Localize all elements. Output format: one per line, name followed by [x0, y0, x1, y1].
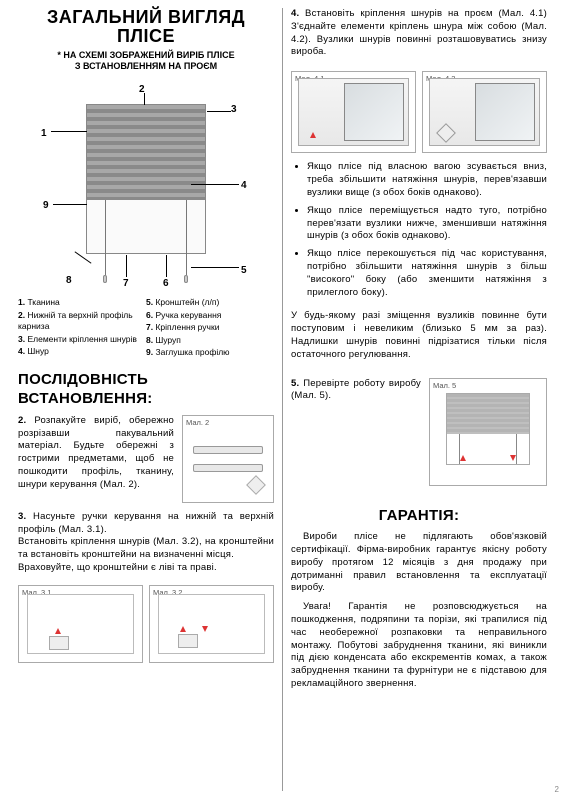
cord-right	[186, 200, 187, 275]
legend-2: Нижній та верхній профіль карниза	[18, 310, 133, 331]
legend-9: Заглушка профілю	[155, 347, 229, 357]
step3-p3: Враховуйте, що кронштейни є ліві та прав…	[18, 562, 217, 573]
callout-4: 4	[241, 179, 247, 192]
callout-8: 8	[66, 274, 72, 287]
figure-3-2: Мал. 3.2	[149, 585, 274, 663]
figure-4-2: Мал. 4.2	[422, 71, 547, 153]
step3-block: 3. Насуньте ручки керування на нижній та…	[18, 511, 274, 575]
step2-body: Розпакуйте виріб, обережно розрізавши па…	[18, 415, 174, 490]
page-number: 2	[555, 785, 559, 795]
pleats-shape	[87, 105, 205, 200]
callout-6: 6	[163, 277, 169, 290]
callout-9: 9	[43, 199, 49, 212]
step3-p1: Насуньте ручки керування на нижній та ве…	[18, 511, 274, 535]
figure-5: Мал. 5	[429, 378, 547, 486]
callout-7: 7	[123, 277, 129, 290]
legend-8: Шуруп	[155, 335, 180, 345]
title-line2: ПЛІСЕ	[117, 26, 175, 46]
step5-text: 5. Перевірте роботу виробу (Мал. 5).	[291, 378, 421, 404]
fig2-label: Мал. 2	[186, 418, 209, 428]
bullet-2: Якщо плісе переміщується надто туго, пот…	[307, 205, 547, 243]
page-title: ЗАГАЛЬНИЙ ВИГЛЯД ПЛІСЕ	[18, 8, 274, 46]
step3-p2: Встановіть кріплення шнурів (Мал. 3.2), …	[18, 536, 274, 560]
legend-6: Ручка керування	[155, 310, 221, 320]
callout-1: 1	[41, 127, 47, 140]
bullet-3: Якщо плісе перекошується під час користу…	[307, 248, 547, 299]
legend-5: Кронштейн (л/п)	[155, 297, 219, 307]
legend-4: Шнур	[27, 346, 48, 356]
legend-7: Кріплення ручки	[155, 322, 219, 332]
step4-block: 4. Встановіть кріплення шнурів на проєм …	[291, 8, 547, 59]
step2-text: 2. Розпакуйте виріб, обережно розрізавши…	[18, 415, 174, 492]
scissors-icon	[246, 475, 266, 495]
legend: 1. Тканина 2. Нижній та верхній профіль …	[18, 297, 274, 359]
bullet-1: Якщо плісе під власною вагою зсувається …	[307, 161, 547, 199]
overview-diagram: 1 2 3 4 5 6 7 8 9	[31, 79, 261, 289]
callout-3: 3	[231, 103, 237, 116]
figure-4-1: Мал. 4.1	[291, 71, 416, 153]
warranty-heading: ГАРАНТІЯ:	[291, 506, 547, 526]
legend-3: Елементи кріплення шнурів	[27, 334, 136, 344]
step4-body: Встановіть кріплення шнурів на проєм (Ма…	[291, 8, 547, 57]
section-sequence-heading: ПОСЛІДОВНІСТЬ ВСТАНОВЛЕННЯ:	[18, 370, 274, 409]
figure-2: Мал. 2	[182, 415, 274, 503]
fig5-label: Мал. 5	[433, 381, 456, 391]
step5-body: Перевірте роботу виробу (Мал. 5).	[291, 378, 421, 402]
subtitle: * НА СХЕМІ ЗОБРАЖЕНИЙ ВИРІБ ПЛІСЕ З ВСТА…	[18, 50, 274, 72]
blind-shape	[86, 104, 206, 254]
legend-1: Тканина	[27, 297, 59, 307]
cord-left	[105, 200, 106, 275]
figure-3-1: Мал. 3.1	[18, 585, 143, 663]
adjustment-note: У будь-якому разі зміщення вузликів пови…	[291, 310, 547, 361]
warranty-p1: Вироби плісе не підлягають обов'язковій …	[291, 531, 547, 595]
adjustment-bullets: Якщо плісе під власною вагою зсувається …	[291, 161, 547, 304]
title-line1: ЗАГАЛЬНИЙ ВИГЛЯД	[47, 7, 245, 27]
warranty-p2: Увага! Гарантія не розповсюджується на п…	[291, 601, 547, 691]
subtitle-l2: З ВСТАНОВЛЕННЯМ НА ПРОЄМ	[75, 61, 217, 71]
subtitle-l1: * НА СХЕМІ ЗОБРАЖЕНИЙ ВИРІБ ПЛІСЕ	[57, 50, 234, 60]
callout-5: 5	[241, 264, 247, 277]
